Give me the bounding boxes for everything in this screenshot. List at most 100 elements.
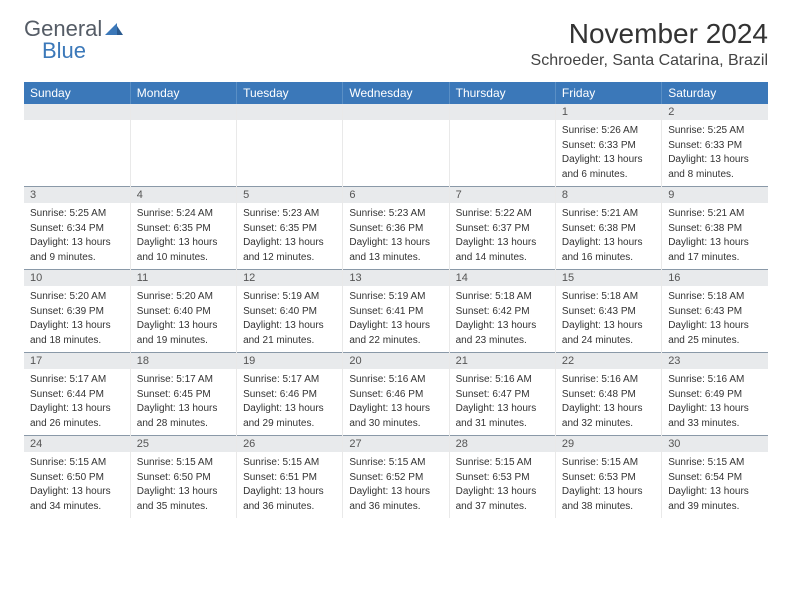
daylight-line1: Daylight: 13 hours: [30, 236, 124, 250]
day-details: Sunrise: 5:18 AMSunset: 6:43 PMDaylight:…: [662, 286, 768, 352]
sunrise: Sunrise: 5:15 AM: [562, 456, 655, 470]
weekday-header: Sunday: [24, 82, 130, 104]
day-number: 29: [556, 435, 661, 452]
calendar-day-cell: 28Sunrise: 5:15 AMSunset: 6:53 PMDayligh…: [449, 435, 555, 518]
sunset: Sunset: 6:36 PM: [349, 222, 442, 236]
sunset: Sunset: 6:34 PM: [30, 222, 124, 236]
day-number: 1: [556, 104, 661, 120]
daylight-line1: Daylight: 13 hours: [668, 402, 762, 416]
sunrise: Sunrise: 5:19 AM: [243, 290, 336, 304]
day-details: Sunrise: 5:16 AMSunset: 6:47 PMDaylight:…: [450, 369, 555, 435]
day-number: 26: [237, 435, 342, 452]
calendar-day-cell: 5Sunrise: 5:23 AMSunset: 6:35 PMDaylight…: [237, 186, 343, 269]
calendar-day-cell: [237, 104, 343, 186]
day-details: Sunrise: 5:25 AMSunset: 6:33 PMDaylight:…: [662, 120, 768, 186]
sunset: Sunset: 6:54 PM: [668, 471, 762, 485]
calendar-day-cell: 7Sunrise: 5:22 AMSunset: 6:37 PMDaylight…: [449, 186, 555, 269]
calendar-day-cell: [343, 104, 449, 186]
daylight-line1: Daylight: 13 hours: [456, 485, 549, 499]
sunrise: Sunrise: 5:25 AM: [30, 207, 124, 221]
sunrise: Sunrise: 5:17 AM: [137, 373, 230, 387]
calendar-day-cell: 21Sunrise: 5:16 AMSunset: 6:47 PMDayligh…: [449, 352, 555, 435]
day-number: 9: [662, 186, 768, 203]
day-number: 27: [343, 435, 448, 452]
sunset: Sunset: 6:49 PM: [668, 388, 762, 402]
sunset: Sunset: 6:40 PM: [243, 305, 336, 319]
day-details: Sunrise: 5:17 AMSunset: 6:44 PMDaylight:…: [24, 369, 130, 435]
daylight-line2: and 6 minutes.: [562, 168, 655, 182]
daylight-line1: Daylight: 13 hours: [349, 402, 442, 416]
daylight-line2: and 22 minutes.: [349, 334, 442, 348]
sunrise: Sunrise: 5:21 AM: [668, 207, 762, 221]
weekday-header: Saturday: [662, 82, 768, 104]
sunset: Sunset: 6:51 PM: [243, 471, 336, 485]
daylight-line2: and 35 minutes.: [137, 500, 230, 514]
day-details: Sunrise: 5:23 AMSunset: 6:36 PMDaylight:…: [343, 203, 448, 269]
calendar-day-cell: 15Sunrise: 5:18 AMSunset: 6:43 PMDayligh…: [555, 269, 661, 352]
daylight-line2: and 24 minutes.: [562, 334, 655, 348]
sunset: Sunset: 6:53 PM: [562, 471, 655, 485]
day-details: Sunrise: 5:25 AMSunset: 6:34 PMDaylight:…: [24, 203, 130, 269]
day-number: 2: [662, 104, 768, 120]
daylight-line1: Daylight: 13 hours: [137, 485, 230, 499]
day-number: 4: [131, 186, 236, 203]
day-details: Sunrise: 5:17 AMSunset: 6:46 PMDaylight:…: [237, 369, 342, 435]
daylight-line1: Daylight: 13 hours: [243, 319, 336, 333]
day-number: 14: [450, 269, 555, 286]
day-number: [343, 104, 448, 120]
daylight-line2: and 19 minutes.: [137, 334, 230, 348]
day-details: Sunrise: 5:26 AMSunset: 6:33 PMDaylight:…: [556, 120, 661, 186]
calendar-day-cell: 11Sunrise: 5:20 AMSunset: 6:40 PMDayligh…: [130, 269, 236, 352]
sunset: Sunset: 6:50 PM: [137, 471, 230, 485]
sunrise: Sunrise: 5:16 AM: [349, 373, 442, 387]
daylight-line2: and 38 minutes.: [562, 500, 655, 514]
calendar-day-cell: 20Sunrise: 5:16 AMSunset: 6:46 PMDayligh…: [343, 352, 449, 435]
sunrise: Sunrise: 5:16 AM: [668, 373, 762, 387]
daylight-line2: and 23 minutes.: [456, 334, 549, 348]
daylight-line2: and 37 minutes.: [456, 500, 549, 514]
logo-word2: Blue: [42, 38, 86, 63]
day-number: 18: [131, 352, 236, 369]
daylight-line2: and 17 minutes.: [668, 251, 762, 265]
month-title: November 2024: [531, 18, 768, 50]
daylight-line2: and 33 minutes.: [668, 417, 762, 431]
calendar-day-cell: 24Sunrise: 5:15 AMSunset: 6:50 PMDayligh…: [24, 435, 130, 518]
daylight-line2: and 30 minutes.: [349, 417, 442, 431]
daylight-line2: and 29 minutes.: [243, 417, 336, 431]
calendar-day-cell: 18Sunrise: 5:17 AMSunset: 6:45 PMDayligh…: [130, 352, 236, 435]
sunrise: Sunrise: 5:15 AM: [349, 456, 442, 470]
daylight-line1: Daylight: 13 hours: [30, 485, 124, 499]
sunset: Sunset: 6:39 PM: [30, 305, 124, 319]
title-block: November 2024 Schroeder, Santa Catarina,…: [531, 18, 768, 70]
sunrise: Sunrise: 5:15 AM: [30, 456, 124, 470]
day-number: 10: [24, 269, 130, 286]
sunrise: Sunrise: 5:17 AM: [30, 373, 124, 387]
day-details: Sunrise: 5:22 AMSunset: 6:37 PMDaylight:…: [450, 203, 555, 269]
daylight-line1: Daylight: 13 hours: [668, 236, 762, 250]
daylight-line1: Daylight: 13 hours: [243, 485, 336, 499]
daylight-line2: and 25 minutes.: [668, 334, 762, 348]
sunset: Sunset: 6:33 PM: [668, 139, 762, 153]
sunrise: Sunrise: 5:18 AM: [668, 290, 762, 304]
sunset: Sunset: 6:41 PM: [349, 305, 442, 319]
day-details: Sunrise: 5:15 AMSunset: 6:53 PMDaylight:…: [450, 452, 555, 518]
daylight-line1: Daylight: 13 hours: [562, 319, 655, 333]
daylight-line1: Daylight: 13 hours: [349, 319, 442, 333]
calendar-day-cell: 8Sunrise: 5:21 AMSunset: 6:38 PMDaylight…: [555, 186, 661, 269]
daylight-line2: and 32 minutes.: [562, 417, 655, 431]
calendar-day-cell: 23Sunrise: 5:16 AMSunset: 6:49 PMDayligh…: [662, 352, 768, 435]
sunrise: Sunrise: 5:18 AM: [562, 290, 655, 304]
daylight-line1: Daylight: 13 hours: [668, 485, 762, 499]
daylight-line1: Daylight: 13 hours: [243, 402, 336, 416]
daylight-line2: and 28 minutes.: [137, 417, 230, 431]
daylight-line2: and 14 minutes.: [456, 251, 549, 265]
header: GeneralBlue November 2024 Schroeder, San…: [24, 18, 768, 70]
calendar-day-cell: [130, 104, 236, 186]
day-number: 22: [556, 352, 661, 369]
daylight-line2: and 10 minutes.: [137, 251, 230, 265]
calendar-day-cell: [449, 104, 555, 186]
sunrise: Sunrise: 5:15 AM: [243, 456, 336, 470]
calendar-day-cell: 29Sunrise: 5:15 AMSunset: 6:53 PMDayligh…: [555, 435, 661, 518]
day-number: [131, 104, 236, 120]
weekday-header: Thursday: [449, 82, 555, 104]
